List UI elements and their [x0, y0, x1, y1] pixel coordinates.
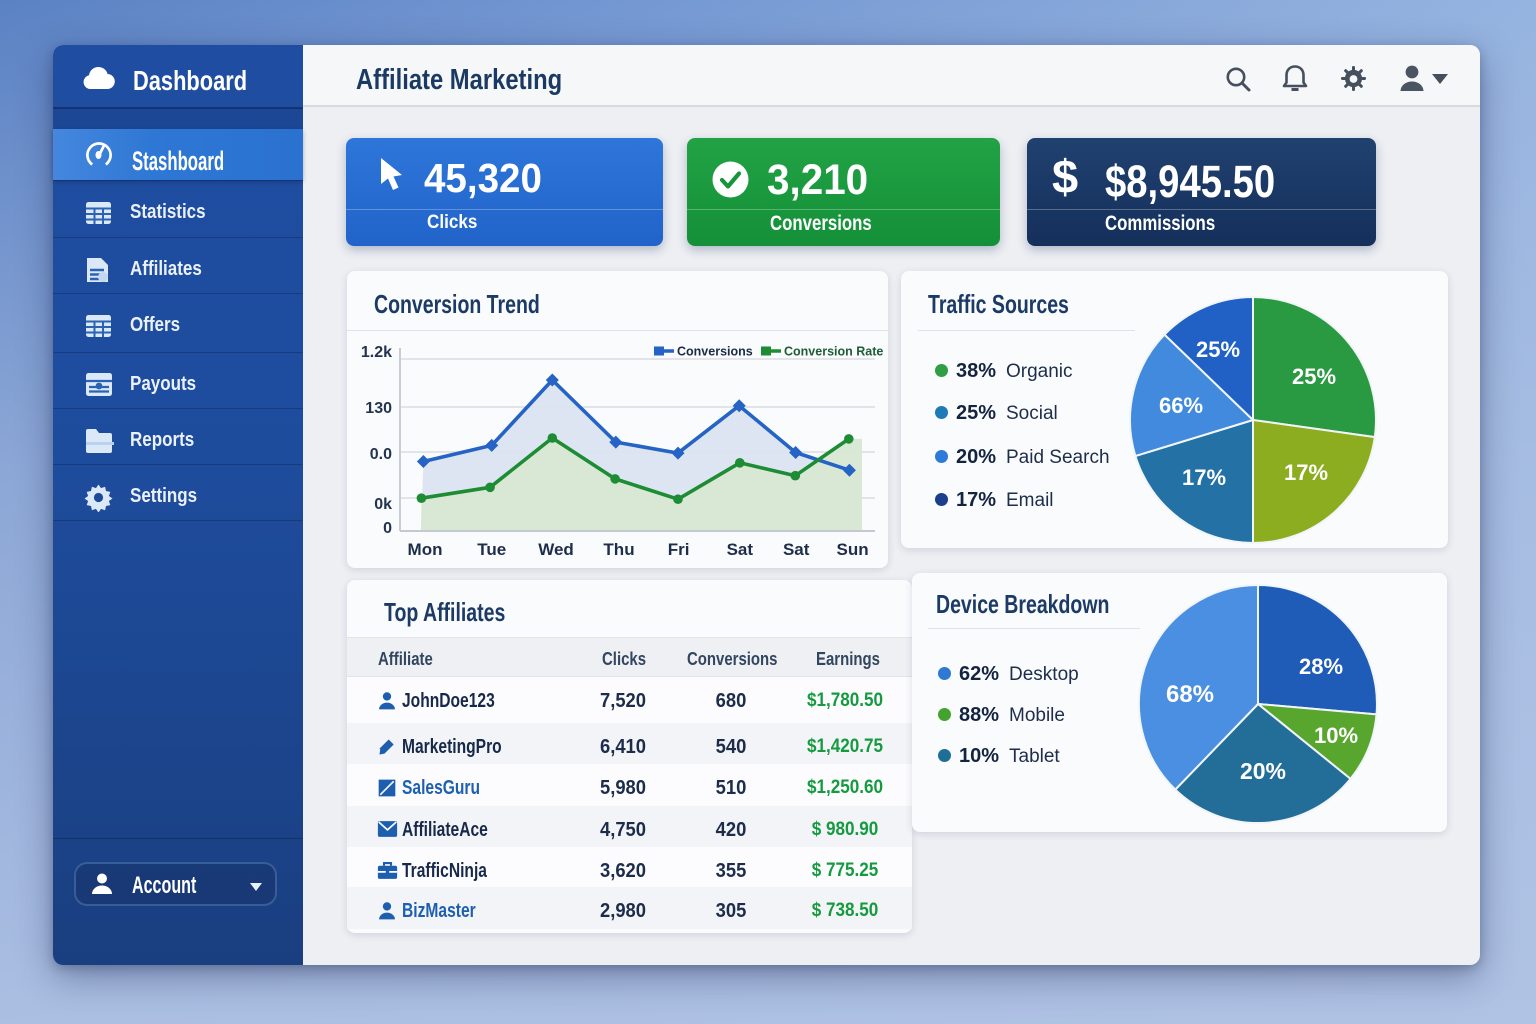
svg-text:Conversions: Conversions [677, 345, 753, 359]
svg-text:130: 130 [365, 400, 392, 417]
svg-text:Sat: Sat [727, 540, 754, 559]
svg-text:68%: 68% [1166, 681, 1214, 708]
svg-text:Tue: Tue [477, 540, 506, 559]
svg-text:Fri: Fri [668, 540, 690, 559]
svg-text:1.2k: 1.2k [361, 344, 392, 361]
svg-text:25%: 25% [1292, 364, 1336, 389]
svg-text:0: 0 [383, 520, 392, 537]
svg-text:66%: 66% [1159, 393, 1203, 418]
svg-text:0k: 0k [374, 496, 392, 513]
svg-text:17%: 17% [1182, 465, 1226, 490]
svg-text:Wed: Wed [538, 540, 574, 559]
svg-text:Sat: Sat [783, 540, 810, 559]
svg-text:Mon: Mon [408, 540, 443, 559]
svg-text:10%: 10% [1314, 723, 1358, 748]
svg-text:20%: 20% [1240, 758, 1286, 784]
svg-text:28%: 28% [1299, 654, 1343, 679]
svg-text:Conversion Rate: Conversion Rate [784, 345, 883, 359]
svg-text:Thu: Thu [603, 540, 634, 559]
svg-text:17%: 17% [1284, 460, 1328, 485]
svg-text:25%: 25% [1196, 337, 1240, 362]
svg-text:Sun: Sun [837, 540, 869, 559]
svg-text:0.0: 0.0 [370, 446, 392, 463]
